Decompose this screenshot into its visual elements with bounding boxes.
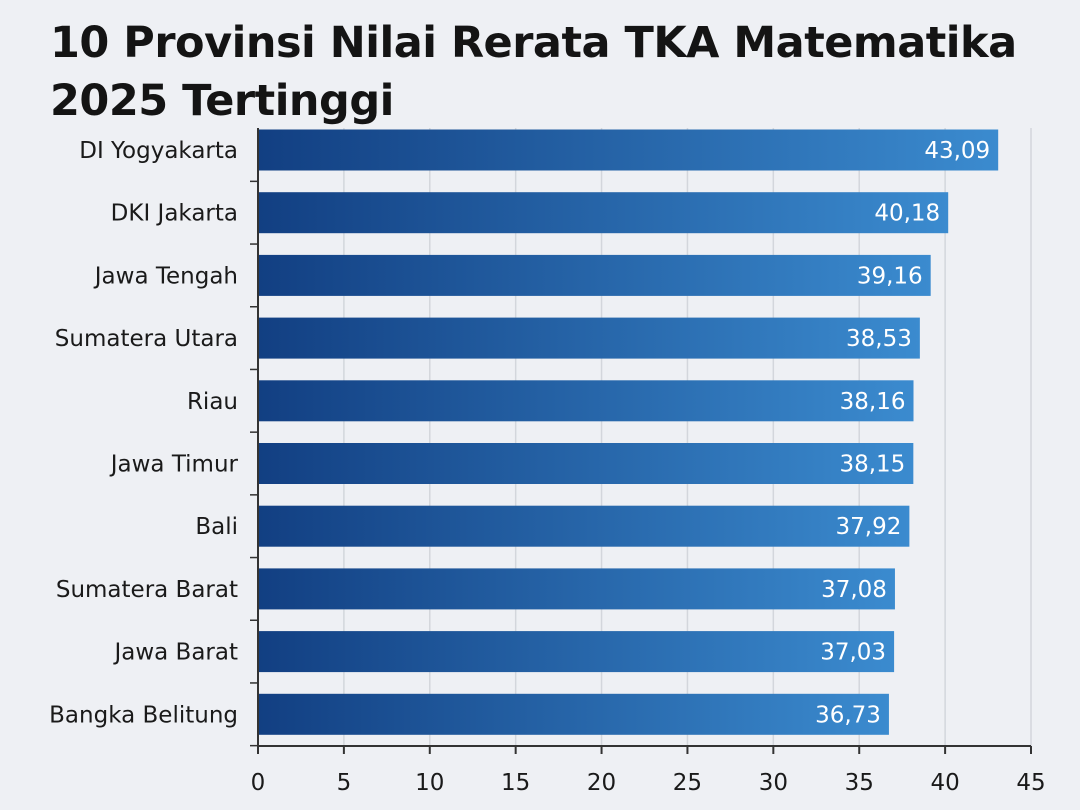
bar (258, 631, 895, 673)
x-tick-label: 5 (337, 770, 352, 796)
bar (258, 568, 895, 610)
bar (258, 693, 889, 735)
bar (258, 443, 914, 484)
bar-value-label: 37,08 (821, 577, 887, 603)
category-label: Sumatera Barat (56, 577, 238, 603)
bar-value-label: 43,09 (924, 138, 990, 164)
x-tick-label: 40 (930, 770, 959, 796)
bar-value-label: 40,18 (874, 201, 940, 227)
category-label: DI Yogyakarta (79, 138, 238, 164)
category-label: Jawa Barat (112, 640, 238, 666)
bar-value-label: 36,73 (815, 702, 881, 728)
bars: 43,09 40,18 39,16 38,53 38,16 38,15 37,92 37,08… (258, 129, 999, 735)
bar (258, 505, 910, 547)
bar-value-label: 37,92 (836, 514, 902, 540)
category-labels: DI Yogyakarta DKI Jakarta Jawa Tengah Sumat… (49, 138, 238, 728)
x-tick-label: 25 (673, 770, 702, 796)
category-label: Riau (187, 389, 238, 415)
category-label: Jawa Timur (109, 452, 239, 478)
x-tick-label: 45 (1016, 770, 1045, 796)
x-tick-label: 0 (251, 770, 266, 796)
category-label: Sumatera Utara (55, 326, 238, 352)
bar-value-label: 37,03 (820, 640, 886, 666)
x-tick-label: 10 (415, 770, 444, 796)
bar (258, 317, 920, 359)
category-label: Bali (195, 514, 238, 540)
bar (258, 254, 931, 296)
x-tick-label: 35 (845, 770, 874, 796)
category-label: Jawa Tengah (93, 263, 238, 289)
bar (258, 192, 949, 234)
x-axis: 0 5 10 15 20 25 30 35 40 45 (250, 128, 1046, 796)
bar (258, 380, 914, 422)
x-tick-label: 30 (759, 770, 788, 796)
bar-value-label: 39,16 (857, 263, 923, 289)
x-tick-label: 20 (587, 770, 616, 796)
category-label: DKI Jakarta (111, 201, 238, 227)
category-label: Bangka Belitung (49, 702, 238, 728)
bar-value-label: 38,16 (840, 389, 906, 415)
x-tick-label: 15 (501, 770, 530, 796)
bar-value-label: 38,53 (846, 326, 912, 352)
bar (258, 129, 999, 171)
chart-title: 10 Provinsi Nilai Rerata TKA Matematika … (50, 18, 1017, 126)
bar-value-label: 38,15 (839, 452, 905, 478)
